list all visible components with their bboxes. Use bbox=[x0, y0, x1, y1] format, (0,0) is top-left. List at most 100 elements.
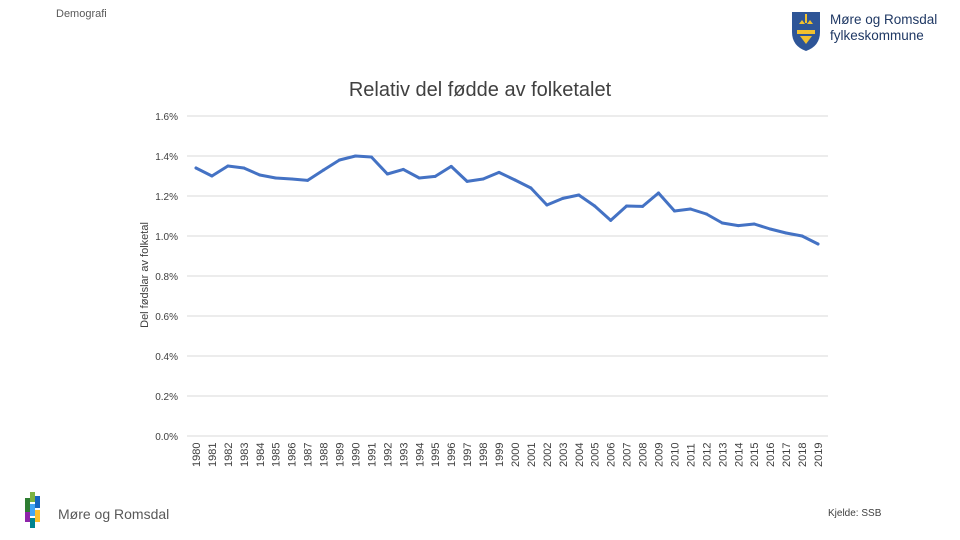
x-tick-label: 1981 bbox=[207, 443, 219, 467]
data-point-1993 bbox=[401, 167, 405, 171]
footer-logo-icon bbox=[25, 492, 40, 528]
x-tick-label: 2008 bbox=[638, 443, 650, 467]
x-tick-label: 1991 bbox=[366, 443, 378, 467]
x-tick-label: 1985 bbox=[271, 443, 283, 467]
x-tick-label: 2007 bbox=[622, 443, 634, 467]
data-point-1999 bbox=[497, 170, 501, 174]
x-tick-label: 2001 bbox=[526, 443, 538, 467]
coat-of-arms-icon bbox=[792, 12, 820, 51]
x-tick-label: 2017 bbox=[781, 443, 793, 467]
y-axis-label: Del fødslar av folketal bbox=[139, 222, 151, 328]
data-point-2010 bbox=[673, 209, 676, 213]
county-name: Møre og Romsdal fylkeskommune bbox=[830, 12, 937, 44]
x-tick-label: 1995 bbox=[430, 443, 442, 467]
x-tick-label: 1997 bbox=[462, 443, 474, 467]
x-tick-label: 1994 bbox=[414, 443, 426, 467]
x-tick-label: 2015 bbox=[749, 443, 761, 467]
data-point-2019 bbox=[816, 242, 820, 246]
x-tick-label: 2011 bbox=[685, 443, 697, 467]
data-point-1997 bbox=[465, 179, 469, 183]
data-point-1980 bbox=[194, 166, 198, 170]
y-tick-label: 1.0% bbox=[155, 232, 178, 243]
y-tick-label: 1.2% bbox=[155, 192, 178, 203]
x-tick-label: 1986 bbox=[287, 443, 299, 467]
data-point-2005 bbox=[593, 204, 597, 208]
data-point-2007 bbox=[625, 204, 629, 208]
data-point-2001 bbox=[529, 186, 533, 190]
data-point-2002 bbox=[545, 203, 549, 207]
x-tick-label: 2019 bbox=[813, 443, 825, 467]
x-tick-label: 1992 bbox=[382, 443, 394, 467]
data-point-1990 bbox=[354, 154, 357, 158]
y-tick-label: 0.4% bbox=[155, 352, 178, 363]
x-tick-label: 1988 bbox=[319, 443, 331, 467]
x-tick-label: 1999 bbox=[494, 443, 506, 467]
x-tick-label: 2010 bbox=[669, 443, 681, 467]
data-point-1982 bbox=[226, 164, 230, 168]
data-point-1983 bbox=[242, 166, 246, 170]
x-tick-label: 2000 bbox=[510, 443, 522, 467]
data-point-1994 bbox=[417, 176, 421, 180]
county-logo: Møre og Romsdal fylkeskommune bbox=[790, 10, 940, 52]
county-name-line1: Møre og Romsdal bbox=[830, 12, 938, 27]
y-tick-label: 0.8% bbox=[155, 272, 178, 283]
x-tick-label: 2006 bbox=[606, 443, 618, 467]
source-note: Kjelde: SSB bbox=[828, 508, 882, 519]
county-name-line2: fylkeskommune bbox=[830, 28, 924, 43]
x-tick-label: 2014 bbox=[733, 443, 745, 467]
x-tick-label: 1980 bbox=[191, 443, 203, 467]
x-tick-label: 1998 bbox=[478, 443, 490, 467]
x-tick-label: 1984 bbox=[255, 443, 267, 467]
section-label: Demografi bbox=[56, 8, 107, 20]
x-tick-label: 1993 bbox=[398, 443, 410, 467]
y-tick-label: 1.4% bbox=[155, 152, 178, 163]
data-point-2016 bbox=[768, 227, 772, 231]
chart-title: Relativ del fødde av folketalet bbox=[349, 79, 612, 101]
data-point-2004 bbox=[577, 193, 581, 197]
x-tick-label: 2004 bbox=[574, 443, 586, 467]
x-tick-label: 2013 bbox=[717, 443, 729, 467]
data-points bbox=[194, 154, 820, 246]
x-tick-label: 1996 bbox=[446, 443, 458, 467]
data-point-1989 bbox=[338, 158, 341, 162]
x-tick-label: 2005 bbox=[590, 443, 602, 467]
x-tick-label: 1982 bbox=[223, 443, 235, 467]
data-point-1984 bbox=[258, 173, 262, 177]
data-point-2000 bbox=[513, 178, 517, 182]
y-tick-label: 0.0% bbox=[155, 432, 178, 443]
data-point-2017 bbox=[784, 231, 788, 235]
data-point-2003 bbox=[561, 196, 565, 200]
data-point-2006 bbox=[609, 218, 613, 222]
y-tick-label: 0.6% bbox=[155, 312, 178, 323]
data-point-2018 bbox=[800, 234, 804, 238]
data-point-1998 bbox=[481, 177, 485, 181]
y-tick-label: 1.6% bbox=[155, 112, 178, 123]
data-point-1985 bbox=[274, 176, 278, 180]
x-tick-label: 2018 bbox=[797, 443, 809, 467]
x-tick-label: 2012 bbox=[701, 443, 713, 467]
data-point-1991 bbox=[369, 155, 373, 159]
x-tick-label: 1983 bbox=[239, 443, 251, 467]
data-point-2015 bbox=[752, 222, 756, 226]
data-point-2013 bbox=[720, 221, 724, 225]
data-point-1987 bbox=[306, 178, 310, 182]
series-line bbox=[194, 154, 820, 246]
data-point-1996 bbox=[449, 164, 453, 168]
data-point-2014 bbox=[736, 224, 740, 228]
x-tick-label: 1990 bbox=[350, 443, 362, 467]
data-point-2008 bbox=[641, 204, 645, 208]
x-tick-label: 2002 bbox=[542, 443, 554, 467]
x-tick-label: 1989 bbox=[335, 443, 347, 467]
y-tick-label: 0.2% bbox=[155, 392, 178, 403]
data-point-2011 bbox=[688, 207, 692, 211]
data-point-1995 bbox=[433, 174, 437, 178]
data-point-1988 bbox=[322, 168, 326, 172]
data-point-1986 bbox=[290, 177, 294, 181]
data-point-2009 bbox=[657, 191, 660, 195]
x-tick-label: 1987 bbox=[303, 443, 315, 467]
data-point-1981 bbox=[210, 174, 214, 178]
data-point-1992 bbox=[385, 172, 389, 176]
x-tick-label: 2009 bbox=[654, 443, 666, 467]
x-tick-label: 2016 bbox=[765, 443, 777, 467]
